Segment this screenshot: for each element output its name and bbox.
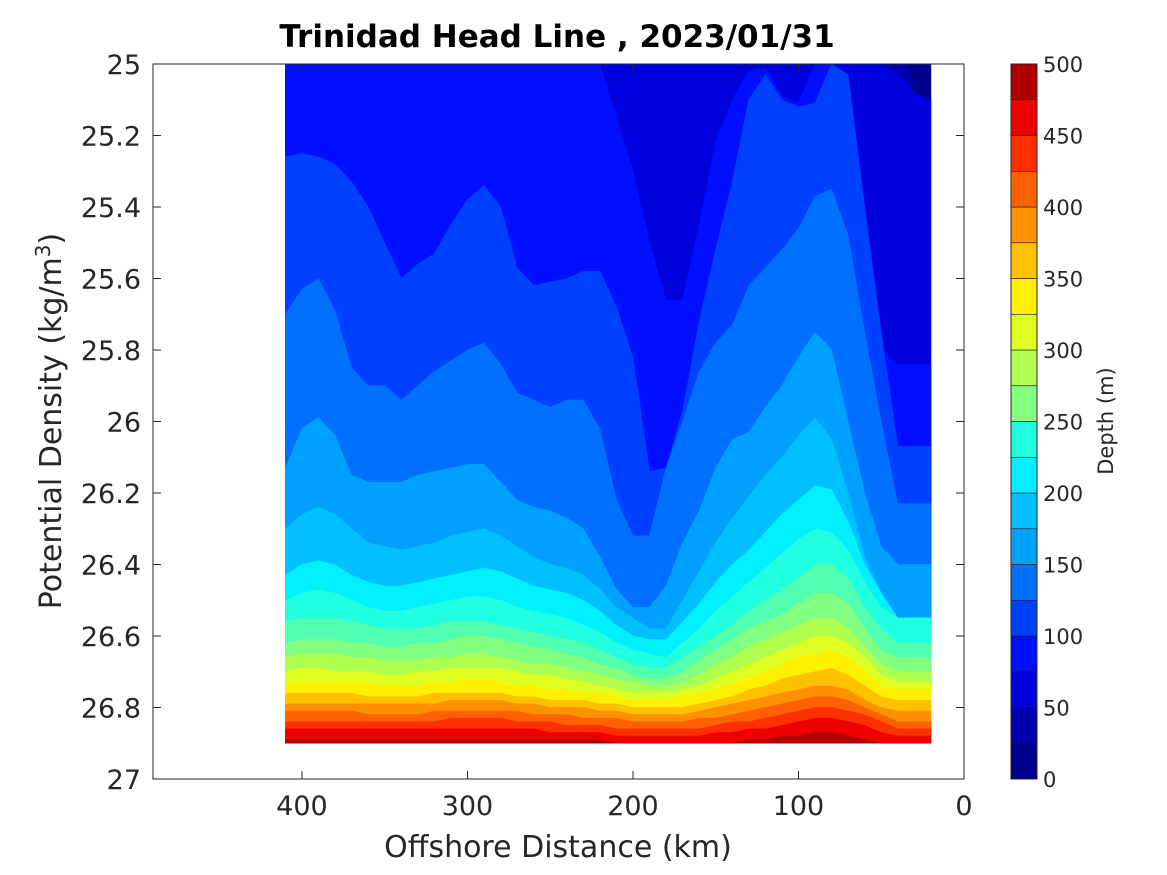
colorbar-swatch	[1010, 63, 1038, 101]
colorbar-tick-label: 50	[1043, 697, 1070, 721]
y-tick-label: 25.8	[81, 336, 141, 367]
colorbar-swatch	[1010, 456, 1038, 494]
chart-title: Trinidad Head Line , 2023/01/31	[279, 19, 834, 55]
colorbar-swatch	[1010, 671, 1038, 708]
colorbar-tick-label: 450	[1043, 125, 1083, 149]
colorbar-swatch	[1010, 421, 1038, 458]
colorbar-swatch	[1010, 99, 1038, 136]
colorbar-tick-label: 400	[1043, 196, 1083, 220]
contour-fill-layer	[285, 64, 932, 744]
y-tick-label: 27	[107, 765, 141, 796]
y-tick-label: 25	[107, 50, 141, 81]
colorbar: 0 50 100 150 200 250 300 350 400 450 500	[1010, 53, 1083, 792]
colorbar-swatch	[1010, 635, 1038, 673]
y-tick-label: 26.6	[81, 622, 141, 653]
y-axis-label: Potential Density (kg/m3)	[31, 233, 69, 609]
colorbar-swatch	[1010, 528, 1038, 565]
y-tick-label: 26.2	[81, 479, 141, 510]
colorbar-swatch	[1010, 242, 1038, 279]
colorbar-swatch	[1010, 599, 1038, 637]
y-tick-label: 25.4	[81, 193, 141, 224]
y-tick-label: 26	[107, 408, 141, 439]
colorbar-tick-label: 250	[1043, 411, 1083, 435]
colorbar-tick-label: 300	[1043, 339, 1083, 363]
colorbar-swatch	[1010, 492, 1038, 530]
x-axis-ticks: 400 300 200 100 0	[276, 64, 973, 822]
colorbar-swatch	[1010, 278, 1038, 315]
colorbar-label: Depth (m)	[1094, 367, 1118, 474]
colorbar-tick-label: 200	[1043, 482, 1083, 506]
y-axis-label-superscript: 3	[31, 244, 55, 257]
colorbar-tick-label: 150	[1043, 554, 1083, 578]
colorbar-tick-label: 350	[1043, 268, 1083, 292]
colorbar-swatch	[1010, 206, 1038, 244]
x-tick-label: 0	[955, 791, 972, 822]
y-tick-label: 25.2	[81, 122, 141, 153]
x-axis-label: Offshore Distance (km)	[384, 830, 732, 865]
y-axis-label-main: Potential Density (kg/m	[34, 257, 69, 609]
x-tick-label: 100	[773, 791, 825, 822]
colorbar-frame	[1010, 63, 1038, 780]
colorbar-swatch	[1010, 385, 1038, 422]
y-tick-label: 25.6	[81, 265, 141, 296]
colorbar-swatch	[1010, 170, 1038, 208]
colorbar-swatch	[1010, 313, 1038, 351]
colorbar-swatch	[1010, 349, 1038, 387]
y-axis-ticks: 25 25.2 25.4 25.6 25.8 26 26.2 26.4 26.6 26.8 27	[81, 50, 964, 796]
colorbar-swatch	[1010, 564, 1038, 601]
colorbar-tick-label: 500	[1043, 53, 1083, 77]
y-axis-label-close: )	[34, 233, 69, 245]
contour-deep-core	[907, 64, 931, 100]
x-tick-label: 400	[276, 791, 328, 822]
contour-band-475	[285, 732, 931, 744]
colorbar-swatch	[1010, 135, 1038, 172]
y-tick-label: 26.4	[81, 551, 141, 582]
colorbar-swatch	[1010, 742, 1038, 780]
x-tick-label: 200	[607, 791, 659, 822]
colorbar-tick-label: 0	[1043, 768, 1056, 792]
colorbar-tick-label: 100	[1043, 625, 1083, 649]
x-tick-label: 300	[442, 791, 494, 822]
y-tick-label: 26.8	[81, 694, 141, 725]
colorbar-swatch	[1010, 707, 1038, 744]
